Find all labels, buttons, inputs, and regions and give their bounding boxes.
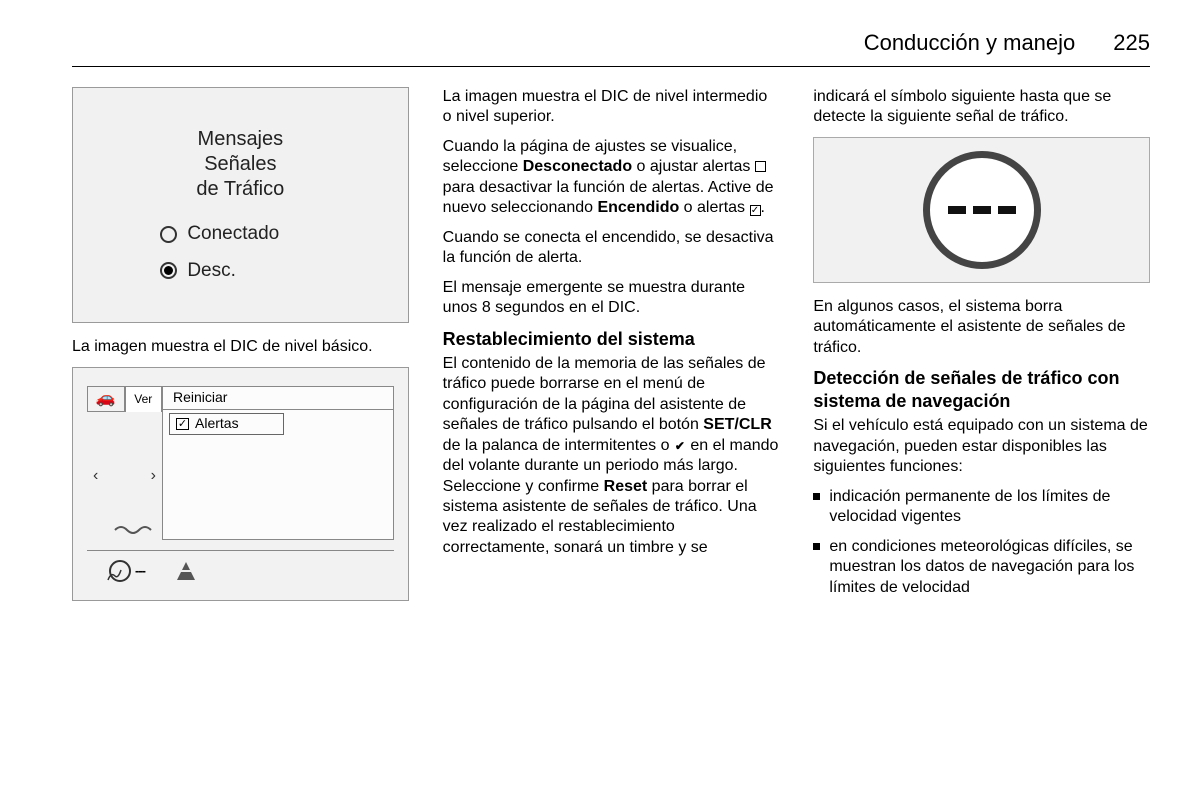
dic-title-line3: de Tráfico xyxy=(196,178,284,200)
dic-title-line2: Señales xyxy=(204,153,276,175)
caption-basic: La imagen muestra el DIC de nivel básico… xyxy=(72,337,409,357)
squiggle-icon xyxy=(113,522,153,542)
arrow-left-icon: ‹ xyxy=(93,466,98,486)
dash-icon xyxy=(973,206,991,214)
c2-p5c: de la palanca de intermitentes o xyxy=(443,437,674,454)
c2-p2f: o alertas xyxy=(679,199,749,216)
c2-h1: Restablecimiento del sistema xyxy=(443,328,780,351)
c2-p3: Cuando se conecta el encendido, se desac… xyxy=(443,228,780,269)
panel-item-label: Alertas xyxy=(195,415,239,433)
dic-adv-top: 🚗 Ver ‹ › Reiniciar ✓ Alertas xyxy=(87,386,394,540)
sign-combo-icon: --- xyxy=(109,560,145,582)
settings-panel: Reiniciar ✓ Alertas xyxy=(162,386,394,540)
column-1: Mensajes Señales de Tráfico Conectado De… xyxy=(72,87,409,607)
column-3: indicará el símbolo siguiente hasta que … xyxy=(813,87,1150,607)
status-bar: --- xyxy=(87,550,394,590)
page-number: 225 xyxy=(1113,30,1150,56)
sign-figure xyxy=(813,137,1150,283)
cone-icon xyxy=(177,562,195,580)
radio-unselected-icon xyxy=(160,226,177,243)
traffic-sign-icon xyxy=(923,151,1041,269)
c2-p2g: . xyxy=(761,199,765,216)
c3-p3: Si el vehículo está equipado con un sist… xyxy=(813,416,1150,477)
c2-p2e: Encendido xyxy=(597,199,679,216)
c2-p2: Cuando la página de ajustes se visualice… xyxy=(443,137,780,219)
sign-circle-icon xyxy=(109,560,131,582)
c2-p1: La imagen muestra el DIC de nivel interm… xyxy=(443,87,780,128)
c2-p2b: Desconectado xyxy=(523,158,632,175)
radio-off-label: Desc. xyxy=(187,259,236,283)
feature-list: indicación permanente de los límites de … xyxy=(813,487,1150,598)
dic-basic-figure: Mensajes Señales de Tráfico Conectado De… xyxy=(72,87,409,323)
section-title: Conducción y manejo xyxy=(864,30,1076,56)
c2-p2c: o ajustar alertas xyxy=(632,158,755,175)
dic-sidebar: 🚗 Ver ‹ › xyxy=(87,386,162,540)
dash-icon xyxy=(998,206,1016,214)
dash-icon xyxy=(948,206,966,214)
panel-item-alertas: ✓ Alertas xyxy=(169,413,284,435)
c2-p5b: SET/CLR xyxy=(703,416,771,433)
dic-basic-title: Mensajes Señales de Tráfico xyxy=(196,127,284,202)
list-item: indicación permanente de los límites de … xyxy=(813,487,1150,528)
radio-selected-icon xyxy=(160,262,177,279)
dashes-label: --- xyxy=(135,563,145,580)
tab-car-icon: 🚗 xyxy=(87,386,125,412)
c3-p2: En algunos casos, el sistema borra autom… xyxy=(813,297,1150,358)
arrow-right-icon: › xyxy=(151,466,156,486)
c2-p5e: Reset xyxy=(604,478,648,495)
list-item: en condiciones meteorológicas difíciles,… xyxy=(813,537,1150,598)
dic-title-line1: Mensajes xyxy=(198,128,284,150)
content-columns: Mensajes Señales de Tráfico Conectado De… xyxy=(72,87,1150,607)
panel-header: Reiniciar xyxy=(163,387,393,410)
c3-p1: indicará el símbolo siguiente hasta que … xyxy=(813,87,1150,128)
car-icon: 🚗 xyxy=(96,389,116,409)
tab-row: 🚗 Ver xyxy=(87,386,162,412)
radio-on-label: Conectado xyxy=(187,222,279,246)
c2-p4: El mensaje emergente se muestra durante … xyxy=(443,278,780,319)
c2-p5: El contenido de la memoria de las señale… xyxy=(443,354,780,559)
checkbox-empty-icon xyxy=(755,161,766,172)
column-2: La imagen muestra el DIC de nivel interm… xyxy=(443,87,780,607)
radio-option-on: Conectado xyxy=(160,222,320,246)
dic-advanced-figure: 🚗 Ver ‹ › Reiniciar ✓ Alertas xyxy=(72,367,409,601)
tab-ver: Ver xyxy=(125,386,163,412)
checkbox-checked-icon: ✓ xyxy=(176,418,189,430)
c3-h1: Detección de señales de tráfico con sist… xyxy=(813,367,1150,413)
radio-option-off: Desc. xyxy=(160,259,320,283)
checkbox-checked-inline-icon xyxy=(750,205,761,216)
arrow-bar: ‹ › xyxy=(87,412,162,540)
manual-page: Conducción y manejo 225 Mensajes Señales… xyxy=(0,0,1200,637)
page-header: Conducción y manejo 225 xyxy=(72,30,1150,67)
check-mark-icon: ✔ xyxy=(674,440,686,451)
